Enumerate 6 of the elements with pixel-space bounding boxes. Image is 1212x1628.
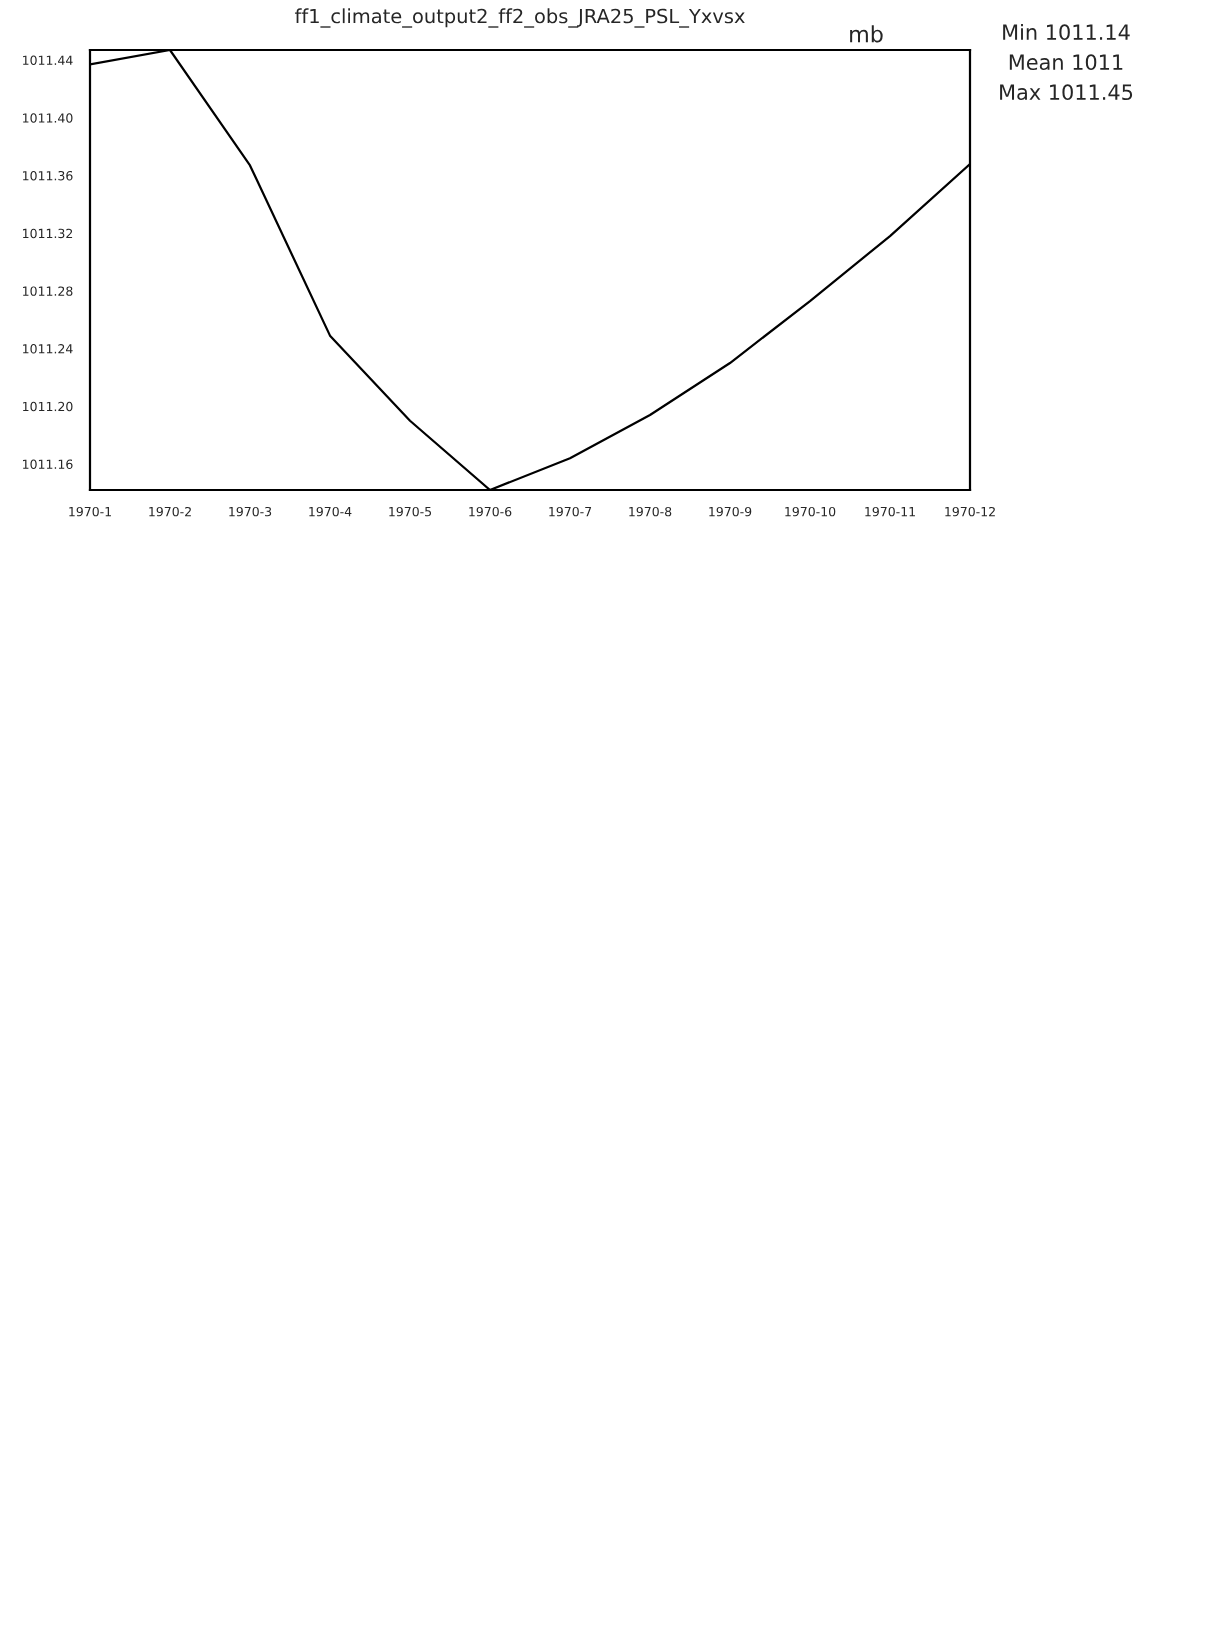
text: Min 1011.14 xyxy=(1003,23,1130,41)
y-axis-title: mb xyxy=(850,25,883,43)
chart-title: ff1_climate_output2_ff2_obs_JRA25_PSL_Yxvsx xyxy=(294,8,745,28)
text: Max 1011.45 xyxy=(1000,84,1133,101)
line-series xyxy=(90,50,970,490)
text: Mean 1011 xyxy=(1009,54,1123,71)
